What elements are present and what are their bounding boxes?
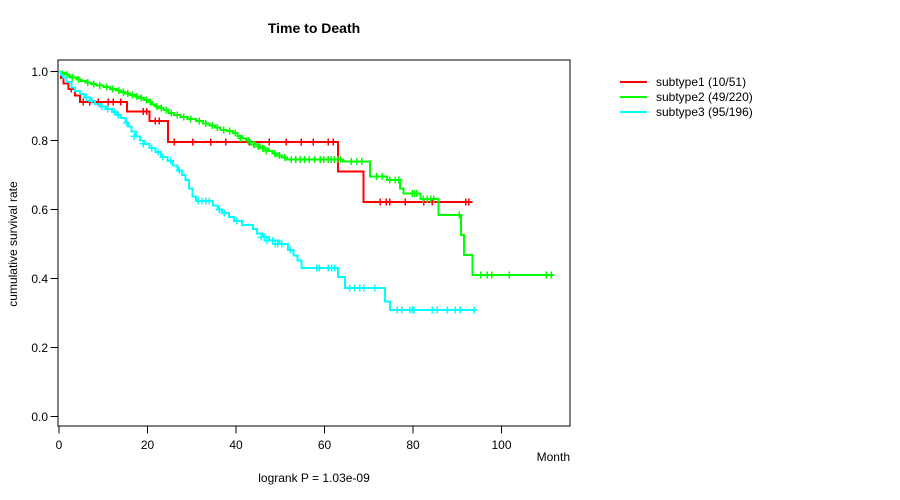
x-tick-label: 80 <box>406 438 420 452</box>
x-tick-label: 40 <box>229 438 243 452</box>
y-tick-label: 1.0 <box>31 64 48 79</box>
censor-marks-3 <box>82 93 478 314</box>
y-tick-label: 0.8 <box>31 133 48 148</box>
legend-row-3: subtype3 (95/196) <box>620 104 860 119</box>
x-tick-label: 20 <box>140 438 155 452</box>
x-axis-tick-marks <box>58 426 502 434</box>
survival-curve-2 <box>59 70 554 277</box>
x-tick-label: 60 <box>317 438 332 452</box>
plot-box-border <box>57 59 571 427</box>
y-tick-label: 0.6 <box>31 202 48 217</box>
legend-line-swatch <box>620 80 647 83</box>
legend-label: subtype1 (10/51) <box>656 74 747 89</box>
y-tick-label: 0.0 <box>31 409 48 424</box>
x-axis-unit-label: Month <box>536 450 570 464</box>
legend-line-swatch <box>620 95 647 98</box>
legend: subtype1 (10/51) subtype2 (49/220) subtype… <box>620 74 860 119</box>
y-tick-label: 0.2 <box>31 340 48 355</box>
x-tick-label: 0 <box>55 438 63 452</box>
logrank-annotation: logrank P = 1.03e-09 <box>258 471 370 485</box>
censor-marks-2 <box>63 71 555 279</box>
legend-row-2: subtype2 (49/220) <box>620 89 860 104</box>
legend-label: subtype3 (95/196) <box>656 104 753 119</box>
legend-line-swatch <box>620 110 647 113</box>
y-axis-tick-marks <box>50 71 58 417</box>
legend-label: subtype2 (49/220) <box>656 89 753 104</box>
censor-marks-1 <box>67 85 473 206</box>
plot-title: Time to Death <box>267 20 361 36</box>
x-tick-label: 100 <box>491 438 512 452</box>
legend-row-1: subtype1 (10/51) <box>620 74 860 89</box>
y-tick-label: 0.4 <box>31 271 48 286</box>
